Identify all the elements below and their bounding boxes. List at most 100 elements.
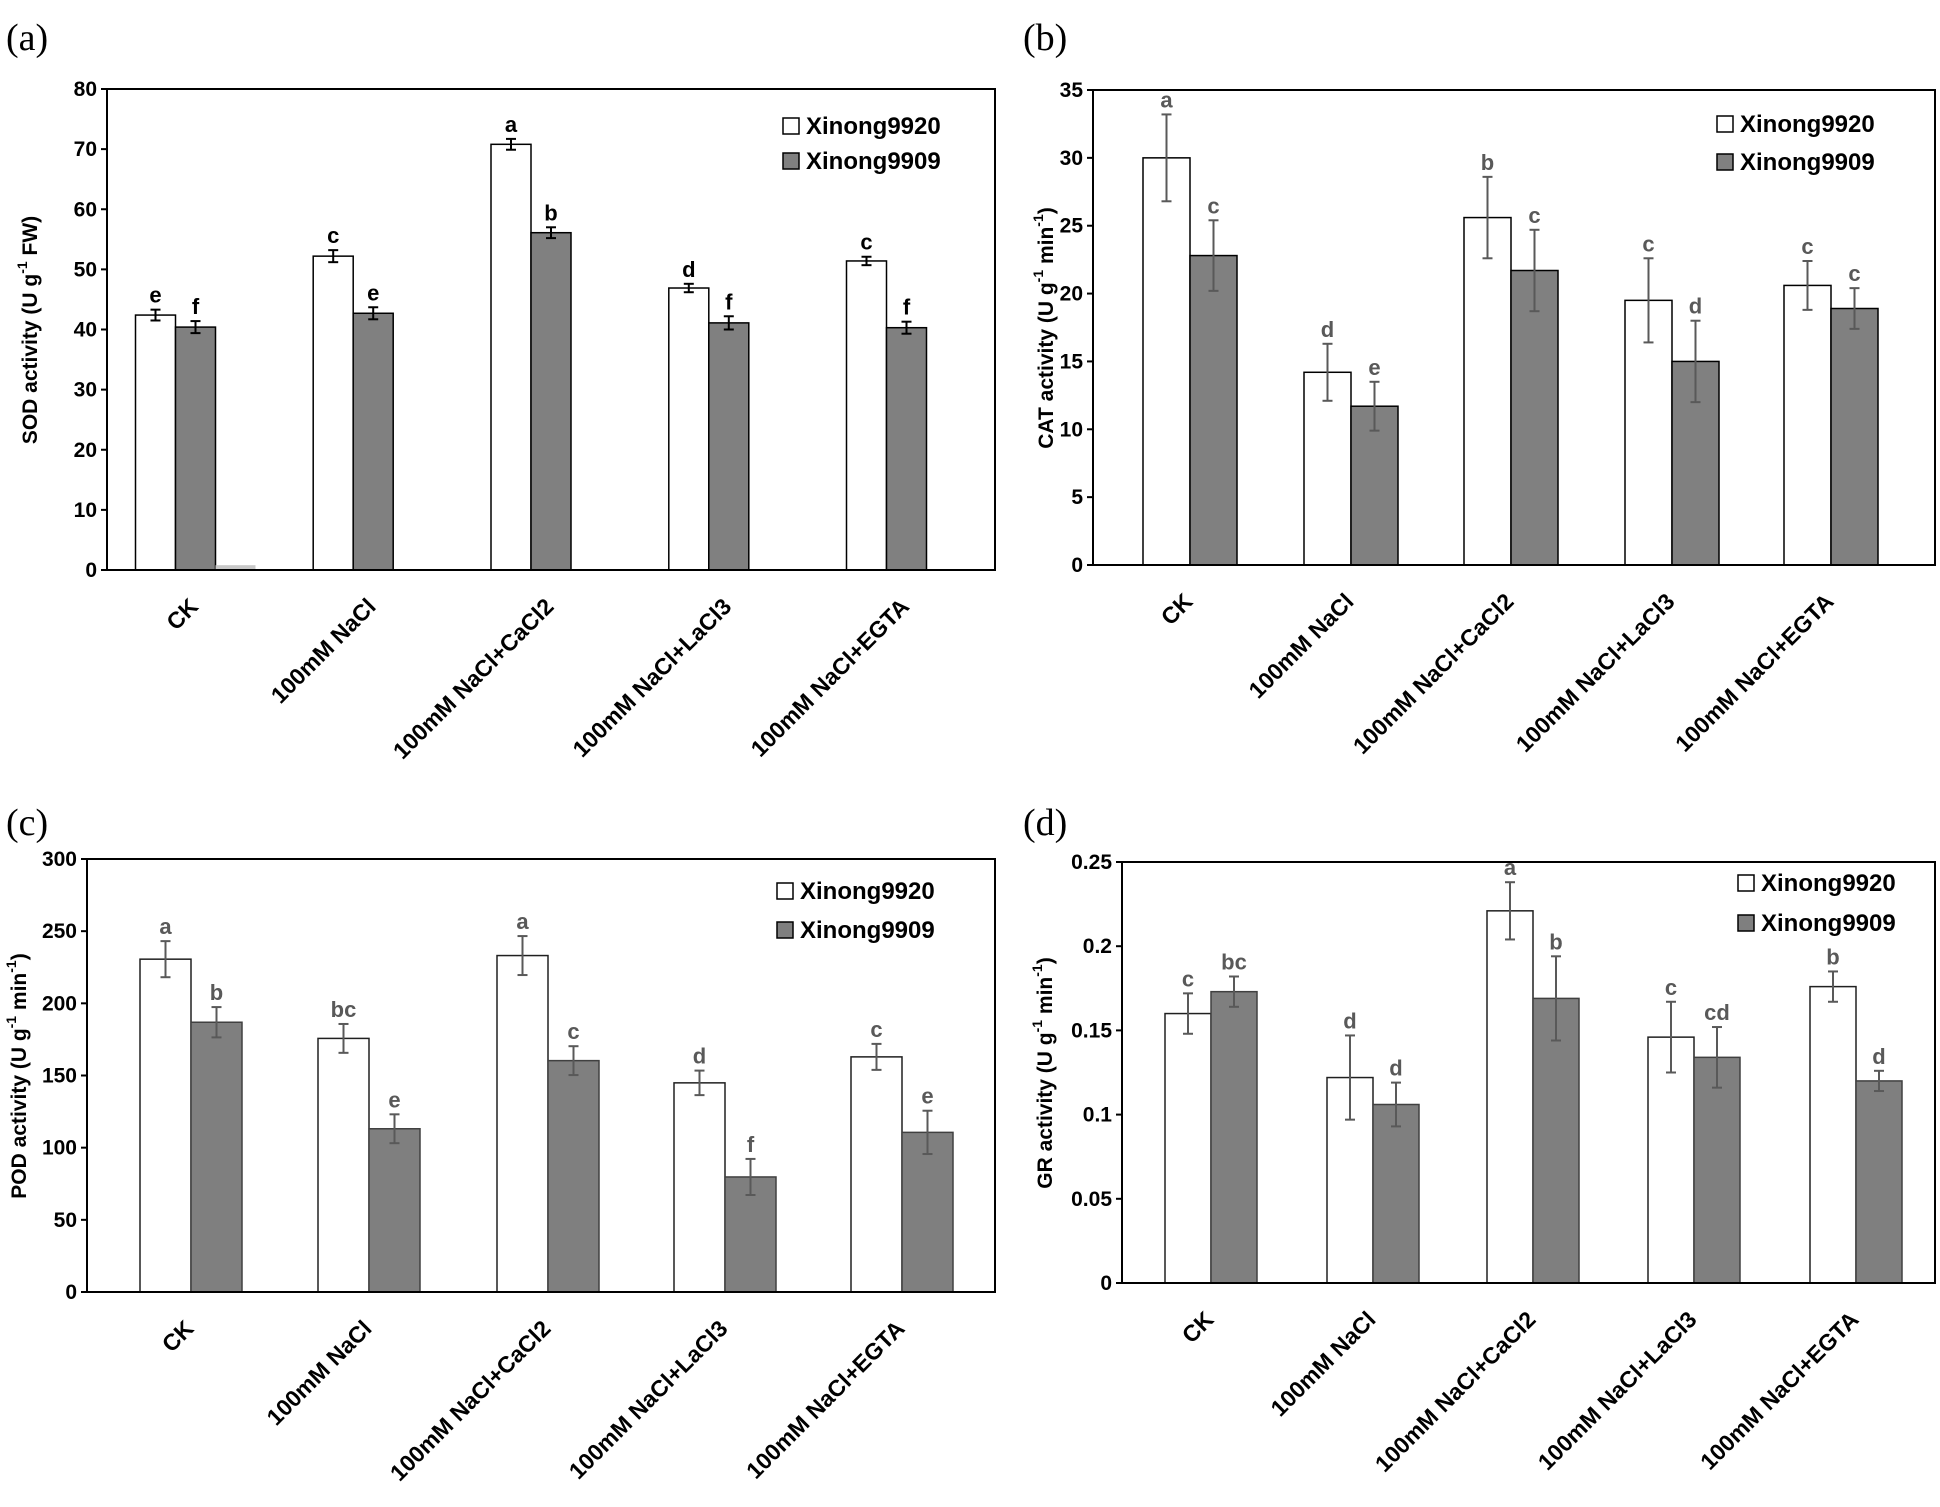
panel-b-bar-xinong9920-100mm-nacl-cacl2	[1463, 216, 1512, 566]
panel-d-error-bar-xinong9920-100mm-nacl-egta	[1828, 970, 1838, 1003]
panel-c-error-bar-xinong9920-100mm-nacl-cacl2	[517, 935, 528, 977]
panel-a-y-tick-label: 10	[74, 499, 97, 522]
panel-b-bar-xinong9909-100mm-nacl-egta	[1830, 307, 1879, 566]
panel-d-significance-letter-xinong9909-100mm-nacl: d	[1389, 1056, 1402, 1081]
panel-b-y-tick-label: 30	[1060, 147, 1083, 170]
panel-d-error-bar-xinong9909-100mm-nacl-lacl3	[1712, 1026, 1722, 1089]
panel-b-legend-label-xinong9920: Xinong9920	[1740, 111, 1875, 138]
panel-a-significance-letter-xinong9920-100mm-nacl-lacl3: d	[682, 257, 695, 282]
panel-a-category-label-100mm-nacl: 100mM NaCl	[266, 593, 381, 708]
panel-c-bar-xinong9909-ck	[190, 1021, 243, 1293]
y-axis-label-part: )	[8, 953, 31, 960]
y-axis-label-part: -1	[3, 960, 19, 973]
panel-c-significance-letter-xinong9920-100mm-nacl-cacl2: a	[516, 909, 529, 934]
panel-d-significance-letter-xinong9920-100mm-nacl-lacl3: c	[1665, 975, 1677, 1000]
panel-c-y-tick-label: 50	[54, 1209, 77, 1232]
panel-d-y-tick-label: 0.2	[1083, 935, 1112, 958]
panel-b-bars	[1142, 157, 1879, 566]
panel-a: (a) e c a d c f e b f f 0 10 20 30 40 50 60 70 80 SOD activi…	[6, 17, 996, 764]
panel-c-x-axis-labels: CK 100mM NaCl 100mM NaCl+CaCl2 100mM NaCl+L…	[157, 1315, 910, 1486]
panel-a-y-tick-label: 50	[74, 258, 97, 281]
panel-c-significance-letter-xinong9920-100mm-nacl-lacl3: d	[693, 1044, 706, 1069]
panel-b-error-bar-xinong9920-100mm-nacl-lacl3	[1643, 257, 1654, 344]
panel-d-category-label-100mm-nacl-egta: 100mM NaCl+EGTA	[1695, 1306, 1864, 1475]
panel-c-label: (c)	[6, 802, 48, 844]
panel-b-bar-xinong9920-100mm-nacl-lacl3	[1624, 299, 1673, 566]
panel-a-y-tick-label: 60	[74, 198, 97, 221]
panel-a-bar-xinong9909-100mm-nacl-cacl2	[530, 231, 572, 571]
panel-c-error-bar-xinong9920-100mm-nacl	[338, 1022, 349, 1054]
panel-d-error-bar-xinong9920-100mm-nacl-lacl3	[1666, 1000, 1676, 1074]
panel-c-error-bars	[160, 935, 933, 1197]
panel-a-error-bar-xinong9909-100mm-nacl	[368, 306, 379, 321]
panel-a-y-tick-label: 20	[74, 439, 97, 462]
panel-a-significance-letter-xinong9920-100mm-nacl-cacl2: a	[505, 112, 518, 137]
panel-c-bar-xinong9909-100mm-nacl-cacl2	[547, 1059, 600, 1293]
panel-b-error-bar-xinong9909-100mm-nacl	[1369, 380, 1380, 432]
panel-a-category-label-100mm-nacl-cacl2: 100mM NaCl+CaCl2	[388, 593, 559, 764]
panel-b-significance-letter-xinong9920-ck: a	[1160, 87, 1173, 112]
panel-d-error-bar-xinong9909-100mm-nacl	[1391, 1081, 1401, 1128]
panel-c-bar-xinong9909-100mm-nacl-egta	[901, 1131, 954, 1293]
panel-b-legend-swatch-xinong9920	[1716, 115, 1734, 133]
panel-b-error-bar-xinong9920-ck	[1161, 113, 1172, 203]
panel-a-x-axis-labels: CK 100mM NaCl 100mM NaCl+CaCl2 100mM NaCl+L…	[161, 593, 914, 764]
panel-b-significance-letter-xinong9909-ck: c	[1207, 193, 1219, 218]
panel-c-significance-letter-xinong9909-100mm-nacl-egta: e	[921, 1084, 933, 1109]
panel-a-error-bar-xinong9909-ck	[190, 320, 201, 335]
panel-b-category-label-100mm-nacl-egta: 100mM NaCl+EGTA	[1670, 588, 1839, 757]
panel-b-legend-swatch-xinong9909	[1716, 153, 1734, 171]
panel-a-legend: Xinong9920 Xinong9909	[782, 113, 941, 175]
panel-c-category-label-100mm-nacl-lacl3: 100mM NaCl+LaCl3	[564, 1315, 733, 1484]
panel-b-y-tick-label: 20	[1060, 283, 1083, 306]
panel-b-bar-xinong9920-ck	[1142, 157, 1191, 566]
panel-c-category-label-100mm-nacl: 100mM NaCl	[261, 1315, 376, 1430]
panel-c-y-axis-ticks: 0 50 100 150 200 250 300	[42, 848, 87, 1304]
panel-c-significance-letter-xinong9920-ck: a	[159, 914, 172, 939]
panel-a-y-tick-label: 0	[85, 559, 97, 582]
panel-c-y-tick-label: 100	[42, 1137, 77, 1160]
panel-a-bar-xinong9909-100mm-nacl-lacl3	[708, 322, 750, 571]
panel-b-significance-letter-xinong9920-100mm-nacl-cacl2: b	[1481, 150, 1494, 175]
panel-c-y-tick-label: 200	[42, 992, 77, 1015]
panel-d-significance-letter-xinong9920-100mm-nacl-egta: b	[1826, 944, 1839, 969]
panel-d-significance-letter-xinong9909-ck: bc	[1221, 950, 1247, 975]
panel-c-significance-letter-xinong9920-100mm-nacl: bc	[331, 997, 357, 1022]
panel-c-y-tick-label: 250	[42, 920, 77, 943]
y-axis-label-part: -1	[1030, 270, 1046, 283]
panel-d-legend: Xinong9920 Xinong9909	[1737, 870, 1896, 937]
panel-b-error-bar-xinong9909-ck	[1208, 219, 1219, 292]
panel-b-error-bar-xinong9920-100mm-nacl	[1322, 342, 1333, 402]
panel-a-error-bar-xinong9920-100mm-nacl-cacl2	[506, 137, 516, 151]
panel-d-bar-xinong9909-ck	[1210, 990, 1258, 1284]
panel-c-error-bar-xinong9909-100mm-nacl-egta	[922, 1109, 933, 1156]
panel-d-bar-xinong9909-100mm-nacl-lacl3	[1693, 1056, 1741, 1284]
panel-a-error-bar-xinong9909-100mm-nacl-egta	[901, 320, 912, 335]
panel-b-y-axis-ticks: 0 5 10 15 20 25 30 35	[1060, 79, 1093, 577]
panel-c-significance-letter-xinong9909-100mm-nacl-cacl2: c	[567, 1019, 579, 1044]
panel-b-label: (b)	[1023, 17, 1067, 59]
panel-a-category-label-ck: CK	[161, 593, 203, 635]
panel-a-significance-letter-xinong9920-100mm-nacl: c	[327, 223, 339, 248]
panel-d-category-label-100mm-nacl: 100mM NaCl	[1265, 1306, 1380, 1421]
panel-c-bar-xinong9909-100mm-nacl	[368, 1128, 421, 1293]
panel-b-error-bar-xinong9909-100mm-nacl-lacl3	[1690, 319, 1701, 404]
panel-b-error-bar-xinong9909-100mm-nacl-egta	[1849, 287, 1860, 330]
panel-a-significance-letter-xinong9909-100mm-nacl-lacl3: f	[725, 289, 733, 314]
panel-c-bar-xinong9920-100mm-nacl-egta	[850, 1056, 903, 1293]
panel-a-bar-xinong9920-100mm-nacl-lacl3	[668, 287, 710, 571]
panel-d-plot-frame	[1121, 861, 1936, 1284]
panel-a-bars	[134, 143, 928, 571]
panel-d-y-tick-label: 0.05	[1071, 1188, 1112, 1211]
panel-b-category-label-ck: CK	[1156, 588, 1198, 630]
panel-d-y-tick-label: 0.15	[1071, 1019, 1112, 1042]
panel-c-significance-letter-xinong9909-ck: b	[210, 980, 223, 1005]
panel-b-y-tick-label: 10	[1060, 418, 1083, 441]
panel-a-category-label-100mm-nacl-egta: 100mM NaCl+EGTA	[745, 593, 914, 762]
panel-a-error-bar-xinong9920-100mm-nacl-egta	[861, 255, 872, 267]
panel-a-error-bar-xinong9909-100mm-nacl-lacl3	[723, 315, 734, 331]
panel-d-legend-label-xinong9920: Xinong9920	[1761, 870, 1896, 897]
panel-c-bar-xinong9920-100mm-nacl-cacl2	[496, 954, 549, 1293]
panel-c-error-bar-xinong9920-100mm-nacl-lacl3	[694, 1069, 705, 1097]
